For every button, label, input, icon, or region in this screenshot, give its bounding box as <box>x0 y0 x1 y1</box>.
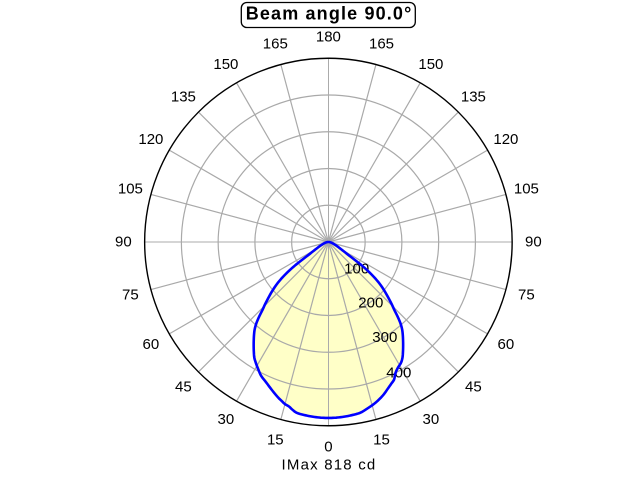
svg-text:400: 400 <box>386 365 411 382</box>
svg-text:120: 120 <box>493 131 518 148</box>
svg-text:100: 100 <box>344 261 369 278</box>
svg-text:IMax 818 cd: IMax 818 cd <box>282 457 377 474</box>
svg-text:60: 60 <box>498 336 515 353</box>
svg-text:0: 0 <box>324 439 332 456</box>
svg-text:15: 15 <box>267 432 284 449</box>
svg-text:60: 60 <box>143 336 160 353</box>
svg-text:150: 150 <box>213 56 238 73</box>
svg-text:90: 90 <box>115 234 132 251</box>
svg-text:Beam angle 90.0°: Beam angle 90.0° <box>246 3 413 23</box>
svg-text:135: 135 <box>171 89 196 106</box>
svg-text:30: 30 <box>218 411 235 428</box>
svg-text:45: 45 <box>465 379 482 396</box>
svg-text:45: 45 <box>175 379 192 396</box>
svg-text:120: 120 <box>138 131 163 148</box>
svg-text:75: 75 <box>518 287 535 304</box>
svg-text:30: 30 <box>423 411 440 428</box>
svg-text:200: 200 <box>358 295 383 312</box>
svg-text:300: 300 <box>372 329 397 346</box>
svg-text:165: 165 <box>369 36 394 53</box>
svg-text:105: 105 <box>514 180 539 197</box>
svg-text:135: 135 <box>461 89 486 106</box>
svg-text:90: 90 <box>525 234 542 251</box>
svg-text:165: 165 <box>263 36 288 53</box>
svg-text:15: 15 <box>373 432 390 449</box>
svg-text:75: 75 <box>122 287 139 304</box>
svg-text:150: 150 <box>418 56 443 73</box>
svg-text:105: 105 <box>118 180 143 197</box>
svg-text:180: 180 <box>316 29 341 46</box>
